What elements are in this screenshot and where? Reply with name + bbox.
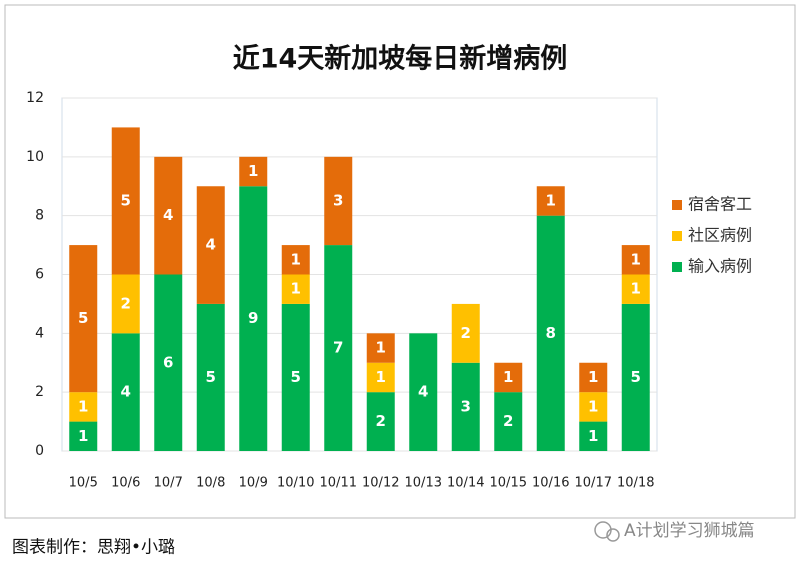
bar-segment [494, 362, 523, 393]
x-tick-label: 10/10 [277, 476, 314, 491]
bar-value-label: 1 [503, 368, 513, 386]
x-tick-label: 10/16 [532, 476, 569, 491]
x-tick-label: 10/8 [196, 476, 225, 491]
x-tick-label: 10/7 [154, 476, 183, 491]
bar-value-label: 3 [333, 191, 343, 209]
bar-segment [366, 362, 395, 393]
bar-value-label: 1 [546, 191, 556, 209]
bar-value-label: 1 [248, 162, 258, 180]
bar-segment [281, 245, 310, 275]
bar-segment [69, 245, 98, 393]
bar-value-label: 5 [121, 191, 131, 209]
bar-segment [579, 421, 608, 451]
y-tick-label: 10 [26, 149, 44, 165]
bar-value-label: 5 [631, 368, 641, 386]
bar-segment [579, 392, 608, 422]
bar-segment [281, 274, 310, 304]
bar-value-label: 9 [248, 309, 258, 327]
bar-value-label: 5 [78, 309, 88, 327]
bar-segment [196, 303, 225, 451]
bar-segment [536, 215, 565, 451]
bar-segment [69, 421, 98, 451]
bar-value-label: 1 [588, 427, 598, 445]
bar-segment [324, 156, 353, 246]
bar-segment [579, 362, 608, 393]
x-tick-label: 10/11 [320, 476, 357, 491]
bar-value-label: 1 [376, 368, 386, 386]
legend-swatch [672, 200, 682, 210]
x-tick-label: 10/18 [617, 476, 654, 491]
x-tick-label: 10/6 [111, 476, 140, 491]
bar-value-label: 4 [121, 383, 131, 401]
bar-value-label: 4 [418, 383, 428, 401]
x-tick-label: 10/9 [239, 476, 268, 491]
bar-segment [451, 362, 480, 451]
y-tick-label: 2 [35, 384, 44, 400]
bar-segment [154, 156, 183, 275]
x-tick-label: 10/5 [69, 476, 98, 491]
bar-value-label: 2 [503, 412, 513, 430]
x-tick-label: 10/14 [447, 476, 484, 491]
bar-segment [621, 303, 650, 451]
bar-segment [69, 392, 98, 422]
bar-value-label: 4 [163, 206, 173, 224]
bar-segment [239, 156, 268, 187]
bar-value-label: 1 [631, 250, 641, 268]
bar-value-label: 2 [461, 324, 471, 342]
x-tick-label: 10/12 [362, 476, 399, 491]
bar-value-label: 5 [291, 368, 301, 386]
bar-segment [111, 274, 140, 334]
bar-segment [451, 303, 480, 363]
x-tick-label: 10/13 [405, 476, 442, 491]
legend-swatch [672, 231, 682, 241]
bar-value-label: 1 [291, 250, 301, 268]
y-tick-label: 8 [35, 208, 44, 224]
bar-segment [621, 274, 650, 304]
bar-segment [494, 392, 523, 451]
footer-credit: 图表制作：思翔•小璐 [12, 538, 175, 558]
bar-value-label: 1 [78, 397, 88, 415]
bar-segment [111, 127, 140, 275]
bar-segment [111, 333, 140, 451]
bar-value-label: 8 [546, 324, 556, 342]
y-tick-label: 12 [26, 90, 44, 106]
bar-segment [281, 303, 310, 451]
bar-value-label: 1 [588, 397, 598, 415]
y-tick-label: 6 [35, 267, 44, 283]
legend-label: 社区病例 [688, 226, 752, 245]
x-tick-label: 10/17 [575, 476, 612, 491]
legend-swatch [672, 262, 682, 272]
bar-value-label: 2 [121, 294, 131, 312]
watermark: A计划学习狮城篇 [624, 521, 755, 541]
y-tick-label: 0 [35, 443, 44, 459]
x-tick-label: 10/15 [490, 476, 527, 491]
bar-segment [239, 186, 268, 451]
y-tick-label: 4 [35, 325, 44, 341]
bar-segment [196, 186, 225, 304]
bar-value-label: 2 [376, 412, 386, 430]
bar-value-label: 1 [631, 280, 641, 298]
bar-value-label: 1 [291, 280, 301, 298]
watermark-icon [594, 521, 620, 542]
legend-label: 宿舍客工 [688, 195, 752, 214]
bar-segment [536, 186, 565, 216]
bar-value-label: 1 [78, 427, 88, 445]
chart-title: 近14天新加坡每日新增病例 [233, 43, 568, 75]
bar-value-label: 4 [206, 236, 216, 254]
legend-label: 输入病例 [688, 257, 752, 276]
bar-segment [366, 333, 395, 363]
bar-value-label: 1 [588, 368, 598, 386]
bar-segment [324, 245, 353, 451]
bar-segment [154, 274, 183, 451]
bar-segment [409, 333, 438, 451]
bar-value-label: 5 [206, 368, 216, 386]
bar-value-label: 6 [163, 353, 173, 371]
bar-segment [621, 245, 650, 275]
bar-segment [366, 392, 395, 451]
bar-value-label: 3 [461, 397, 471, 415]
bar-value-label: 1 [376, 339, 386, 357]
bar-value-label: 7 [333, 339, 343, 357]
